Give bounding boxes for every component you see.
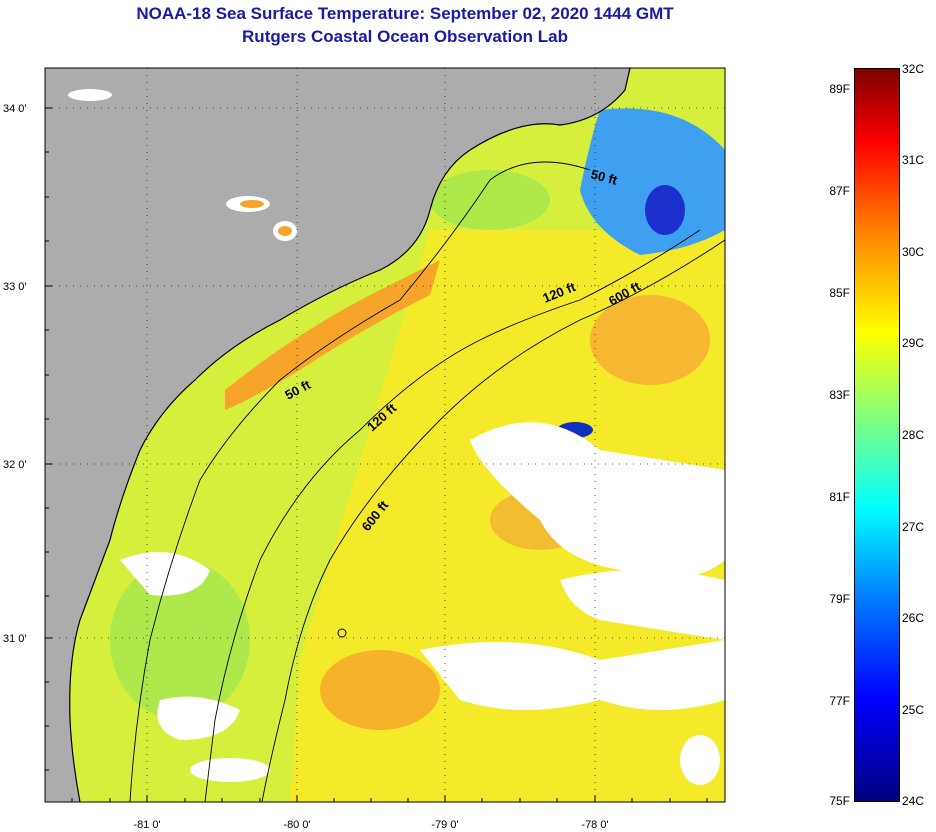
tick-marks (45, 107, 708, 802)
contour-120ft (204, 229, 701, 803)
cool-patch (110, 560, 250, 720)
cold-core (645, 185, 685, 235)
colorbar-c-label: 31C (902, 153, 925, 167)
land-speck (68, 89, 112, 101)
colorbar-f-label: 75F (829, 794, 850, 808)
lat-label: 32 0' (3, 459, 27, 471)
colorbar-c-label: 29C (902, 336, 925, 350)
map-frame (44, 67, 726, 803)
colorbar-c-label: 28C (902, 428, 925, 442)
cloud-mask (470, 422, 725, 578)
temperature-colorbar (854, 68, 900, 802)
lon-label: -81 0' (133, 819, 160, 831)
lon-label: -79 0' (431, 819, 458, 831)
lat-label: 33 0' (3, 281, 27, 293)
colorbar-c-label: 30C (902, 245, 925, 259)
colorbar-f-label: 87F (829, 184, 850, 198)
colorbar-f-label: 89F (829, 82, 850, 96)
colorbar-f-label: 79F (829, 592, 850, 606)
contour-label: 50 ft (589, 166, 619, 188)
colorbar-c-label: 25C (902, 703, 925, 717)
cloud-mask (157, 696, 240, 740)
colorbar-f-label: 83F (829, 388, 850, 402)
coastline (69, 67, 631, 803)
colorbar-c-label: 26C (902, 611, 925, 625)
cloud-mask (680, 735, 720, 785)
map-title: NOAA-18 Sea Surface Temperature: Septemb… (136, 4, 674, 23)
colorbar-f-label: 81F (829, 490, 850, 504)
land-mass (45, 68, 630, 802)
cloud-mask (560, 570, 725, 640)
colorbar-f-label: 77F (829, 694, 850, 708)
lat-label: 31 0' (3, 633, 27, 645)
lon-label: -78 0' (581, 819, 608, 831)
nearshore-warm-band (225, 260, 440, 410)
lat-label: 34 0' (3, 103, 27, 115)
colorbar-c-label: 32C (902, 62, 925, 76)
colorbar-f-label: 85F (829, 286, 850, 300)
land-speck (240, 200, 264, 208)
colorbar-c-label: 27C (902, 520, 925, 534)
cold-water-region (580, 108, 725, 255)
cloud-mask (190, 758, 270, 782)
contour-50ft (129, 161, 591, 803)
lon-label: -80 0' (283, 819, 310, 831)
cool-patch (430, 170, 550, 230)
contour-600ft (261, 239, 726, 803)
cloud-mask (420, 640, 725, 710)
warm-patch (590, 295, 710, 385)
cloud-mask (120, 552, 210, 596)
map-subtitle: Rutgers Coastal Ocean Observation Lab (242, 27, 568, 46)
contour-closed-loop (337, 628, 347, 638)
land-speck (278, 226, 292, 236)
warm-patch (320, 650, 440, 730)
colorbar-c-label: 24C (902, 794, 925, 808)
